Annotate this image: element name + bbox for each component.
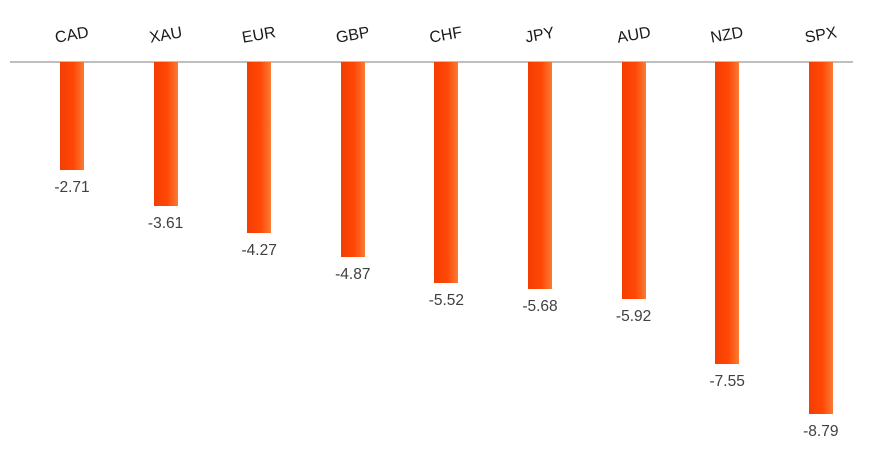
category-label-spx: SPX (803, 24, 838, 47)
bar-gbp (340, 62, 365, 257)
bar-cad (60, 62, 84, 171)
category-label-cad: CAD (53, 24, 91, 47)
value-label-jpy: -5.68 (522, 298, 558, 316)
value-label-eur: -4.27 (241, 241, 277, 259)
category-label-eur: EUR (240, 24, 278, 47)
bar-jpy (528, 62, 552, 290)
value-label-chf: -5.52 (428, 291, 465, 309)
category-label-gbp: GBP (334, 24, 371, 47)
value-label-nzd: -7.55 (709, 373, 745, 390)
value-label-xau: -3.61 (147, 215, 184, 233)
category-label-chf: CHF (428, 24, 464, 47)
x-axis-line (10, 61, 853, 63)
value-label-aud: -5.92 (615, 307, 652, 325)
bar-nzd (715, 62, 740, 364)
category-label-nzd: NZD (709, 24, 745, 47)
value-label-cad: -2.71 (54, 179, 90, 197)
bar-xau (153, 62, 178, 207)
category-label-jpy: JPY (523, 24, 556, 47)
value-label-spx: -8.79 (803, 422, 839, 440)
bar-eur (247, 62, 272, 233)
category-label-xau: XAU (147, 24, 184, 47)
bar-chf (434, 62, 459, 283)
bar-aud (621, 62, 646, 299)
category-label-aud: AUD (615, 24, 652, 47)
value-label-gbp: -4.87 (335, 265, 371, 283)
bar-spx (808, 62, 833, 414)
